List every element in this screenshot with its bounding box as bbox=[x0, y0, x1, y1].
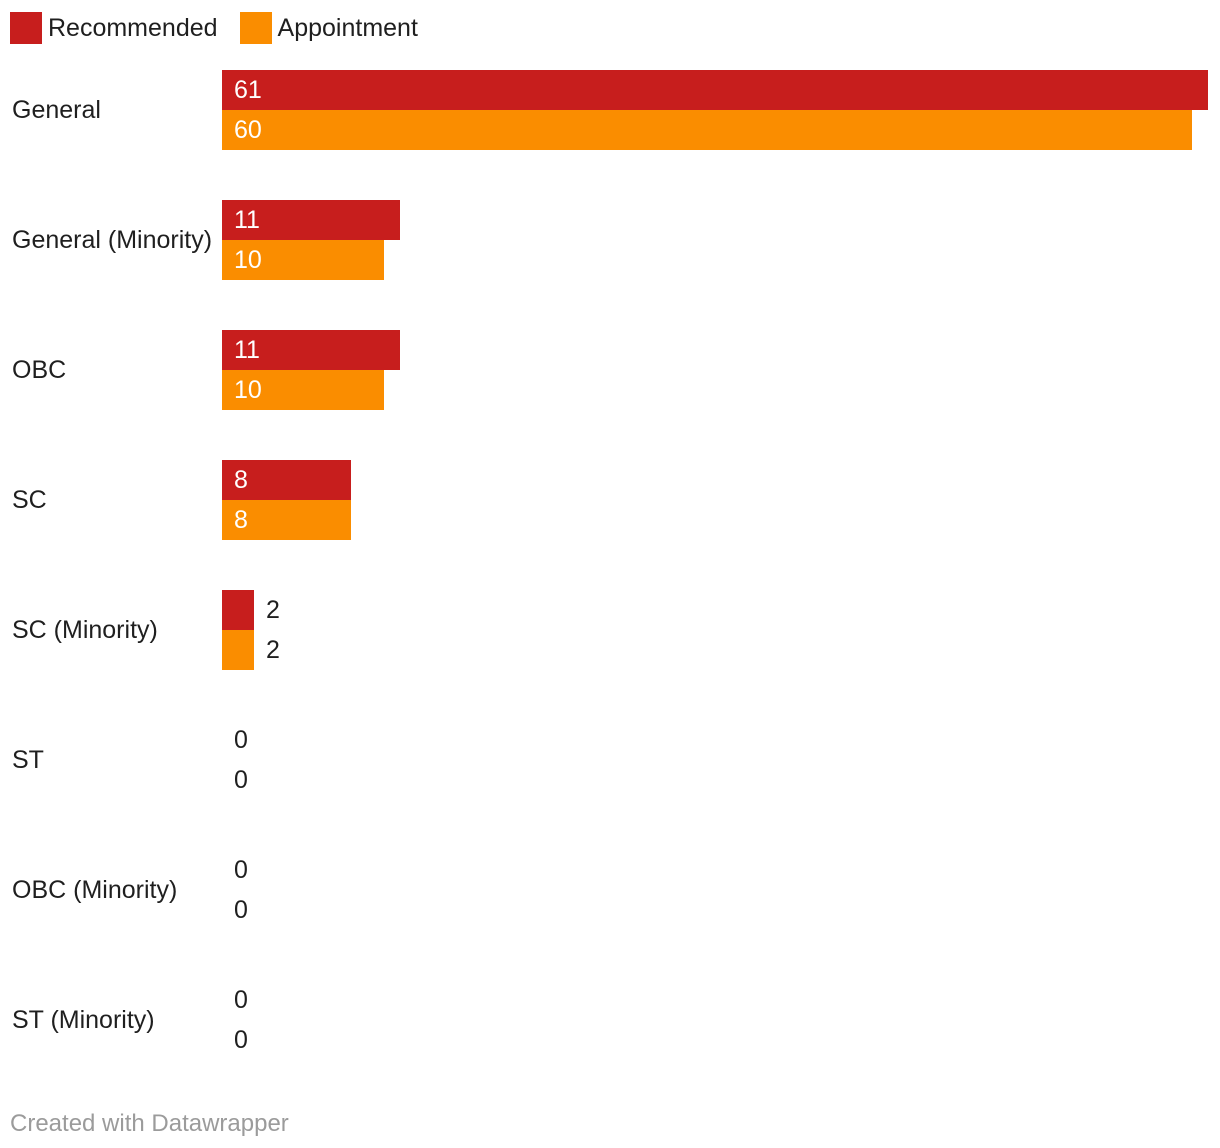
bar-row: 11 bbox=[222, 330, 1220, 370]
value-label: 0 bbox=[234, 1025, 248, 1054]
category-label: OBC bbox=[12, 355, 67, 384]
bar-recommended: 11 bbox=[222, 200, 400, 240]
bar-appointment: 10 bbox=[222, 370, 384, 410]
bar-pair: 11 10 bbox=[222, 330, 1220, 410]
bar-group: General (Minority) 11 10 bbox=[0, 200, 1220, 280]
bar-appointment: 60 bbox=[222, 110, 1192, 150]
bar-chart: General 61 60 General (Minority) 11 10 OBC 11 10… bbox=[0, 70, 1220, 1060]
legend-swatch-recommended bbox=[10, 12, 42, 44]
bar-recommended bbox=[222, 590, 254, 630]
datawrapper-credit: Created with Datawrapper bbox=[10, 1110, 289, 1137]
bar-recommended: 8 bbox=[222, 460, 351, 500]
category-label: ST (Minority) bbox=[12, 1005, 155, 1034]
bar-appointment: 8 bbox=[222, 500, 351, 540]
value-label: 10 bbox=[234, 245, 262, 274]
bar-appointment: 10 bbox=[222, 240, 384, 280]
value-label: 8 bbox=[234, 505, 248, 534]
bar-group: OBC (Minority) 0 0 bbox=[0, 850, 1220, 930]
bar-row: 10 bbox=[222, 370, 1220, 410]
bar-pair: 11 10 bbox=[222, 200, 1220, 280]
bar-group: ST 0 0 bbox=[0, 720, 1220, 800]
bar-row: 0 bbox=[222, 980, 1220, 1020]
bar-row: 61 bbox=[222, 70, 1220, 110]
category-label: SC bbox=[12, 485, 47, 514]
legend-item: Recommended bbox=[10, 12, 218, 44]
bar-row: 0 bbox=[222, 890, 1220, 930]
value-label: 10 bbox=[234, 375, 262, 404]
category-label: SC (Minority) bbox=[12, 615, 158, 644]
bar-group: SC 8 8 bbox=[0, 460, 1220, 540]
bar-group: ST (Minority) 0 0 bbox=[0, 980, 1220, 1060]
value-label: 2 bbox=[266, 635, 280, 664]
category-label: General (Minority) bbox=[12, 225, 213, 254]
bar-pair: 61 60 bbox=[222, 70, 1220, 150]
legend-label: Recommended bbox=[48, 13, 218, 42]
value-label: 2 bbox=[266, 595, 280, 624]
bar-row: 60 bbox=[222, 110, 1220, 150]
bar-group: SC (Minority) 2 2 bbox=[0, 590, 1220, 670]
value-label: 11 bbox=[234, 205, 260, 234]
bar-group: General 61 60 bbox=[0, 70, 1220, 150]
bar-row: 11 bbox=[222, 200, 1220, 240]
value-label: 0 bbox=[234, 985, 248, 1014]
bar-group: OBC 11 10 bbox=[0, 330, 1220, 410]
legend: Recommended Appointment bbox=[10, 12, 1220, 44]
legend-item: Appointment bbox=[239, 12, 418, 44]
bar-appointment bbox=[222, 630, 254, 670]
bar-row: 0 bbox=[222, 720, 1220, 760]
value-label: 0 bbox=[234, 855, 248, 884]
value-label: 0 bbox=[234, 895, 248, 924]
bar-row: 2 bbox=[222, 590, 1220, 630]
bar-row: 10 bbox=[222, 240, 1220, 280]
legend-swatch-appointment bbox=[239, 12, 272, 44]
value-label: 0 bbox=[234, 765, 248, 794]
value-label: 8 bbox=[234, 465, 248, 494]
bar-recommended: 11 bbox=[222, 330, 400, 370]
value-label: 0 bbox=[234, 725, 248, 754]
value-label: 11 bbox=[234, 335, 260, 364]
category-label: ST bbox=[12, 745, 44, 774]
bar-row: 0 bbox=[222, 1020, 1220, 1060]
value-label: 60 bbox=[234, 115, 262, 144]
category-label: General bbox=[12, 95, 101, 124]
bar-row: 2 bbox=[222, 630, 1220, 670]
bar-row: 0 bbox=[222, 760, 1220, 800]
bar-row: 8 bbox=[222, 460, 1220, 500]
category-label: OBC (Minority) bbox=[12, 875, 178, 904]
bar-row: 8 bbox=[222, 500, 1220, 540]
bar-row: 0 bbox=[222, 850, 1220, 890]
bar-recommended: 61 bbox=[222, 70, 1208, 110]
value-label: 61 bbox=[234, 75, 262, 104]
legend-label: Appointment bbox=[277, 13, 418, 42]
